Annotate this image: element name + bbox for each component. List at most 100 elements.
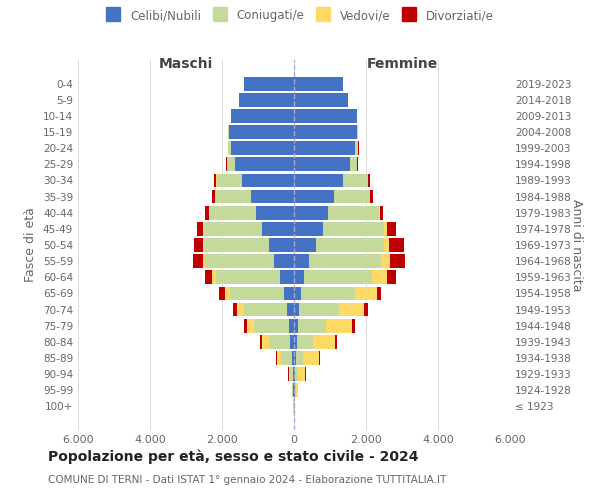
Bar [205, 254, 274, 268]
Bar [205, 206, 209, 220]
Bar [319, 351, 320, 365]
Bar [205, 270, 212, 284]
Bar [301, 286, 355, 300]
Bar [289, 367, 290, 381]
Bar [244, 302, 287, 316]
Bar [352, 319, 355, 332]
Bar [294, 319, 298, 332]
Bar [299, 302, 338, 316]
Bar [269, 335, 290, 348]
Bar [389, 238, 404, 252]
Bar [390, 254, 404, 268]
Bar [377, 286, 382, 300]
Bar [294, 174, 343, 188]
Bar [334, 190, 370, 203]
Bar [284, 286, 294, 300]
Bar [203, 238, 204, 252]
Bar [294, 238, 316, 252]
Bar [244, 77, 294, 90]
Bar [294, 93, 348, 106]
Bar [289, 319, 294, 332]
Text: Popolazione per età, sesso e stato civile - 2024: Popolazione per età, sesso e stato civil… [48, 450, 419, 464]
Bar [287, 302, 294, 316]
Bar [224, 286, 230, 300]
Bar [364, 302, 368, 316]
Bar [204, 238, 269, 252]
Bar [280, 270, 294, 284]
Bar [387, 222, 396, 235]
Bar [326, 319, 352, 332]
Bar [290, 335, 294, 348]
Bar [215, 190, 251, 203]
Bar [294, 384, 295, 397]
Bar [239, 93, 294, 106]
Bar [343, 174, 368, 188]
Bar [230, 286, 284, 300]
Bar [323, 222, 384, 235]
Bar [381, 254, 390, 268]
Bar [294, 206, 328, 220]
Legend: Celibi/Nubili, Coniugati/e, Vedovi/e, Divorziati/e: Celibi/Nubili, Coniugati/e, Vedovi/e, Di… [103, 6, 497, 26]
Bar [231, 142, 294, 155]
Bar [355, 142, 358, 155]
Bar [298, 319, 326, 332]
Bar [313, 335, 335, 348]
Bar [384, 222, 387, 235]
Bar [384, 238, 389, 252]
Bar [262, 335, 269, 348]
Bar [304, 270, 373, 284]
Bar [209, 206, 256, 220]
Bar [294, 158, 350, 171]
Bar [281, 351, 292, 365]
Bar [328, 206, 379, 220]
Bar [294, 254, 309, 268]
Bar [254, 319, 289, 332]
Bar [227, 158, 235, 171]
Bar [204, 222, 262, 235]
Text: Femmine: Femmine [367, 57, 437, 71]
Bar [228, 125, 229, 139]
Bar [212, 270, 215, 284]
Bar [193, 254, 203, 268]
Bar [357, 125, 358, 139]
Bar [275, 351, 277, 365]
Bar [251, 190, 294, 203]
Bar [294, 351, 296, 365]
Bar [292, 351, 294, 365]
Bar [294, 142, 355, 155]
Bar [215, 270, 280, 284]
Bar [298, 367, 305, 381]
Bar [242, 174, 294, 188]
Bar [294, 190, 334, 203]
Bar [247, 319, 254, 332]
Bar [387, 270, 396, 284]
Bar [335, 335, 337, 348]
Bar [214, 174, 217, 188]
Bar [294, 270, 304, 284]
Bar [370, 190, 373, 203]
Bar [226, 158, 227, 171]
Bar [203, 254, 205, 268]
Bar [256, 206, 294, 220]
Bar [295, 367, 298, 381]
Bar [293, 384, 294, 397]
Text: COMUNE DI TERNI - Dati ISTAT 1° gennaio 2024 - Elaborazione TUTTITALIA.IT: COMUNE DI TERNI - Dati ISTAT 1° gennaio … [48, 475, 446, 485]
Bar [219, 286, 224, 300]
Bar [292, 384, 293, 397]
Bar [203, 222, 204, 235]
Bar [231, 109, 294, 123]
Bar [373, 270, 387, 284]
Bar [294, 286, 301, 300]
Bar [303, 351, 319, 365]
Bar [228, 142, 231, 155]
Bar [338, 302, 364, 316]
Bar [297, 335, 313, 348]
Bar [244, 319, 247, 332]
Bar [294, 222, 323, 235]
Bar [294, 77, 343, 90]
Bar [260, 335, 262, 348]
Bar [235, 158, 294, 171]
Bar [379, 206, 380, 220]
Bar [233, 302, 237, 316]
Bar [368, 174, 370, 188]
